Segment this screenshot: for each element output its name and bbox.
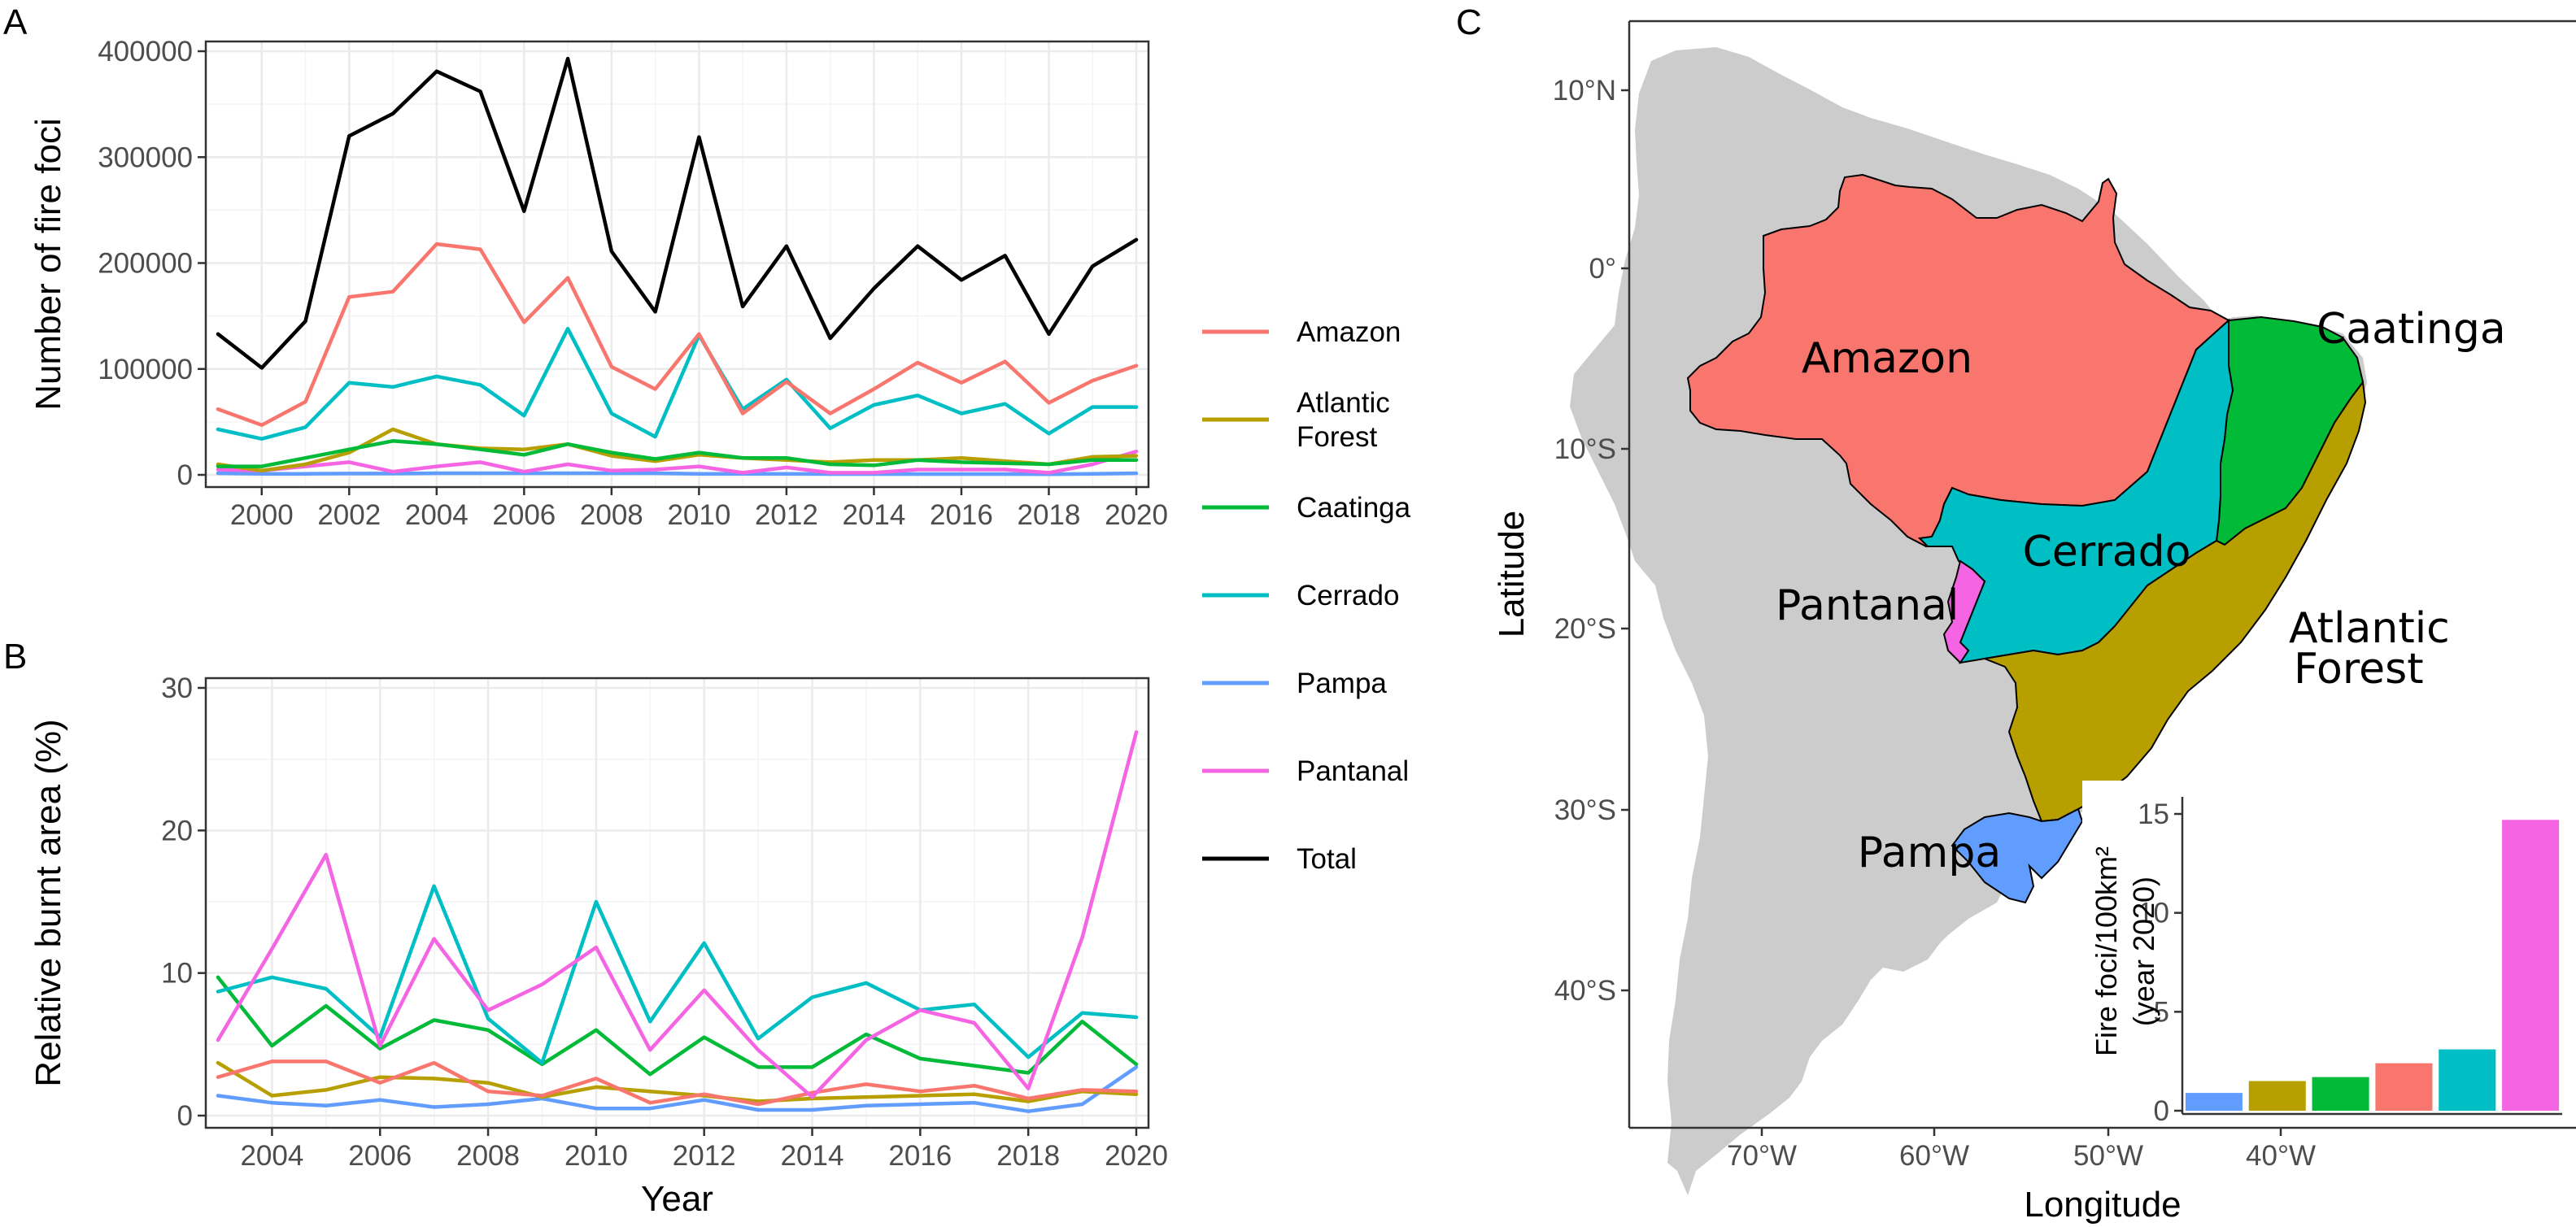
chart-a-x-tick-label: 2006 — [492, 499, 556, 531]
chart-a-series-atlantic-forest — [216, 427, 1139, 473]
inset-bar-pantanal — [2502, 820, 2560, 1111]
legend-label-total: Total — [1297, 843, 1357, 875]
map-label-atlantic-forest: Atlantic — [2289, 604, 2450, 653]
panel-label-a: A — [3, 2, 28, 42]
chart-b-x-tick-label: 2010 — [564, 1140, 628, 1172]
inset-bar-amazon — [2375, 1063, 2433, 1111]
map-label-pantanal: Pantanal — [1776, 581, 1959, 630]
map-axes: 70°W 60°W 50°W 40°W 10°N 0° 10°S 20°S 30°S 40°S Lo… — [1492, 20, 2576, 1225]
chart-b-x-tick-label: 2014 — [781, 1140, 844, 1172]
map-lat-tick-label: 20°S — [1554, 613, 1616, 645]
chart-b-series-amazon — [216, 1059, 1139, 1107]
chart-b-y-tick-label: 30 — [161, 672, 193, 704]
map-lat-tick-label: 40°S — [1554, 975, 1616, 1007]
map-lon-tick-label: 70°W — [1727, 1140, 1797, 1172]
chart-a-x-tick-label: 2002 — [317, 499, 381, 531]
chart-b-series-pampa — [216, 1065, 1139, 1113]
map-lat-tick-label: 0° — [1589, 253, 1616, 285]
panel-label-b: B — [3, 637, 27, 677]
inset-y-tick-label: 10 — [2138, 898, 2169, 929]
legend-label-caatinga: Caatinga — [1297, 492, 1411, 524]
chart-a-series-amazon — [216, 241, 1139, 428]
legend-label-cerrado: Cerrado — [1297, 580, 1399, 611]
chart-b-x-tick-label: 2004 — [240, 1140, 303, 1172]
chart-a-y-axis-title: Number of fire foci — [28, 118, 68, 410]
panel-b: 0 10 20 30 2004 2006 2008 2010 2012 2014 2016 2018 2… — [28, 672, 1168, 1219]
chart-b-x-tick-label: 2018 — [996, 1140, 1060, 1172]
region-pantanal — [1942, 559, 1986, 664]
chart-a-x-tick-label: 2018 — [1018, 499, 1081, 531]
chart-a-y-tick-label: 400000 — [98, 36, 193, 67]
inset-y-tick-label: 0 — [2154, 1095, 2169, 1127]
map-label-cerrado: Cerrado — [2023, 528, 2191, 577]
chart-a-series-cerrado — [216, 327, 1139, 441]
panel-labels: A B C — [3, 2, 1482, 677]
chart-b-series-caatinga — [216, 975, 1139, 1077]
legend-label-atlantic-forest: Atlantic — [1297, 387, 1390, 419]
chart-a-x-tick-label: 2014 — [842, 499, 905, 531]
legend-label-pampa: Pampa — [1297, 668, 1387, 699]
chart-b-x-tick-label: 2020 — [1105, 1140, 1168, 1172]
legend-label-amazon: Amazon — [1297, 316, 1401, 348]
inset-y-tick-label: 15 — [2138, 798, 2169, 830]
chart-a-y-tick-label: 300000 — [98, 141, 193, 173]
chart-a-series-pantanal — [216, 450, 1139, 475]
map-lat-tick-label: 30°S — [1554, 794, 1616, 826]
inset-bar-pampa — [2185, 1093, 2243, 1111]
chart-b-x-tick-label: 2008 — [456, 1140, 520, 1172]
map-x-axis-title: Longitude — [2024, 1185, 2181, 1225]
chart-a-x-tick-label: 2020 — [1105, 499, 1168, 531]
chart-a-x-tick-label: 2016 — [930, 499, 993, 531]
inset-y-axis-title: (year 2020) — [2127, 877, 2160, 1026]
chart-a-y-tick-label: 0 — [177, 459, 193, 491]
chart-b-y-axis-title: Relative burnt area (%) — [28, 719, 68, 1086]
chart-b-series-cerrado — [216, 884, 1139, 1065]
chart-a-series-caatinga — [216, 439, 1139, 468]
chart-a-x-tick-label: 2004 — [405, 499, 469, 531]
chart-a-x-tick-label: 2010 — [667, 499, 730, 531]
inset-bar-chart: 0 5 10 15 Fire foci/100km² (year 2020) — [2082, 781, 2570, 1127]
chart-b-x-tick-label: 2006 — [348, 1140, 412, 1172]
chart-a-series-total — [216, 56, 1139, 370]
map-lat-tick-label: 10°S — [1554, 433, 1616, 465]
chart-b-x-tick-label: 2012 — [673, 1140, 736, 1172]
chart-a-plot-frame — [204, 40, 1150, 489]
inset-bar-caatinga — [2312, 1077, 2369, 1111]
chart-b-x-axis-title: Year — [641, 1179, 713, 1219]
chart-a-y-tick-label: 100000 — [98, 354, 193, 385]
inset-y-tick-label: 5 — [2154, 996, 2169, 1028]
inset-y-axis-title: Fire foci/100km² — [2090, 846, 2123, 1056]
map-y-axis-title: Latitude — [1492, 511, 1532, 638]
inset-bar-cerrado — [2439, 1049, 2496, 1111]
biome-regions — [1686, 173, 2367, 904]
panel-label-c: C — [1456, 2, 1482, 42]
map-lon-tick-label: 50°W — [2073, 1140, 2143, 1172]
chart-b-x-tick-label: 2016 — [888, 1140, 952, 1172]
panel-a: 0 100000 200000 300000 400000 2000 2002 2004 200… — [28, 36, 1168, 531]
biome-labels: Amazon Caatinga Cerrado Pantanal AtlanticFor… — [1776, 305, 2506, 877]
legend-label-pantanal: Pantanal — [1297, 755, 1409, 787]
chart-b-y-tick-label: 0 — [177, 1100, 193, 1132]
chart-a-y-tick-label: 200000 — [98, 248, 193, 280]
chart-a-series-pampa — [216, 471, 1139, 476]
inset-bar-atlantic-forest — [2248, 1081, 2306, 1111]
map-lat-tick-label: 10°N — [1553, 75, 1616, 107]
panel-c-map: Amazon Caatinga Cerrado Pantanal AtlanticFor… — [1492, 20, 2576, 1225]
chart-b-y-tick-label: 20 — [161, 815, 193, 846]
chart-a-x-tick-label: 2008 — [580, 499, 643, 531]
map-label-caatinga: Caatinga — [2317, 305, 2506, 354]
map-lon-tick-label: 60°W — [1899, 1140, 1969, 1172]
map-label-pampa: Pampa — [1858, 829, 2001, 877]
chart-a-x-tick-label: 2000 — [230, 499, 294, 531]
legend-label-atlantic-forest: Forest — [1297, 421, 1377, 453]
map-label-amazon: Amazon — [1802, 334, 1972, 383]
chart-a-x-tick-label: 2012 — [755, 499, 818, 531]
map-label-atlantic-forest: Forest — [2294, 645, 2424, 694]
chart-b-plot-frame — [204, 677, 1150, 1129]
chart-b-series-pantanal — [216, 730, 1139, 1099]
chart-b-y-tick-label: 10 — [161, 958, 193, 990]
map-lon-tick-label: 40°W — [2246, 1140, 2316, 1172]
